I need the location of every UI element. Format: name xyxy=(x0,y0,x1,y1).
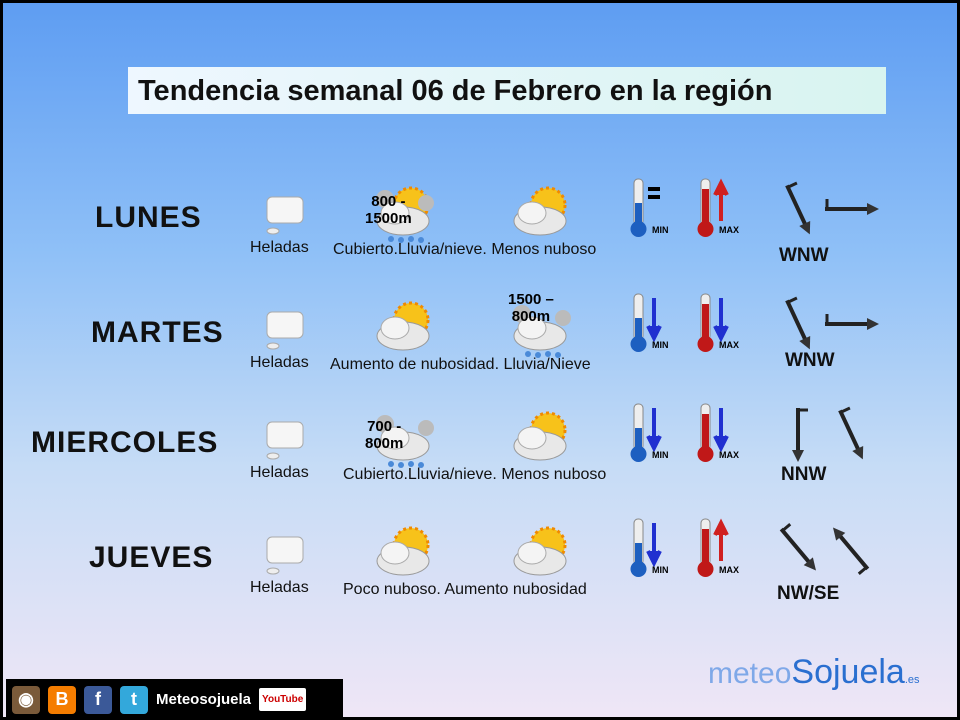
wind-arrow-icon xyxy=(821,179,881,244)
wind-arrow-icon xyxy=(768,519,828,584)
svg-text:MIN: MIN xyxy=(652,225,669,235)
wind-direction: NW/SE xyxy=(777,583,840,604)
wind-direction: NNW xyxy=(781,464,827,485)
social-name: Meteosojuela xyxy=(156,691,252,708)
day-row-jueves: JUEVES Heladas Poco nuboso. Aumento nubo… xyxy=(3,513,960,623)
snow-level: 800 -1500m xyxy=(365,193,412,227)
thermometer-max-icon: MAX xyxy=(695,177,757,244)
wind-direction: WNW xyxy=(779,245,829,266)
thermometer-max-icon: MAX xyxy=(695,402,757,469)
svg-text:MAX: MAX xyxy=(719,340,739,350)
sun-behind-clouds-icon xyxy=(371,298,441,365)
svg-text:MAX: MAX xyxy=(719,565,739,575)
frost-icon xyxy=(261,308,311,357)
day-row-lunes: LUNES Heladas 800 -1500m Cubierto.Lluvia… xyxy=(3,173,960,283)
day-name: MIERCOLES xyxy=(31,426,219,459)
forecast-description: Poco nuboso. Aumento nubosidad xyxy=(343,581,587,598)
twitter-icon[interactable]: t xyxy=(120,685,148,714)
wind-arrow-icon xyxy=(821,404,881,469)
wind-direction: WNW xyxy=(785,350,835,371)
forecast-description: Aumento de nubosidad. Lluvia/Nieve xyxy=(330,356,591,373)
sun-cloud-icon xyxy=(371,523,441,590)
day-name: MARTES xyxy=(91,316,224,349)
social-bar: ◉ B f t Meteosojuela YouTube xyxy=(6,679,343,720)
frost-label: Heladas xyxy=(250,239,309,256)
snow-rain-icon xyxy=(371,408,441,475)
forecast-description: Cubierto.Lluvia/nieve. Menos nuboso xyxy=(333,241,597,258)
facebook-icon[interactable]: f xyxy=(84,685,112,714)
forecast-description: Cubierto.Lluvia/nieve. Menos nuboso xyxy=(343,466,607,483)
day-name: LUNES xyxy=(95,201,202,234)
logo: meteoSojuela.es xyxy=(708,653,920,691)
wind-arrow-icon xyxy=(821,519,881,584)
day-row-miercoles: MIERCOLES Heladas 700 -800m Cubierto.Llu… xyxy=(3,398,960,508)
youtube-icon[interactable]: YouTube xyxy=(259,688,307,711)
wind-arrow-icon xyxy=(768,294,828,359)
frost-icon xyxy=(261,418,311,467)
snow-rain-sun-icon xyxy=(371,183,441,250)
frost-label: Heladas xyxy=(250,354,309,371)
svg-text:MAX: MAX xyxy=(719,225,739,235)
day-row-martes: MARTES Heladas 1500 –800m Aumento de nub… xyxy=(3,288,960,398)
page-title: Tendencia semanal 06 de Febrero en la re… xyxy=(128,67,886,114)
thermometer-min-icon: MIN xyxy=(628,177,690,244)
day-name: JUEVES xyxy=(89,541,214,574)
snow-rain-icon xyxy=(508,298,578,365)
sun-behind-clouds-icon xyxy=(508,408,578,475)
svg-text:MIN: MIN xyxy=(652,565,669,575)
blogger-icon[interactable]: B xyxy=(48,685,76,714)
wind-arrow-icon xyxy=(768,404,828,469)
frost-icon xyxy=(261,193,311,242)
frost-label: Heladas xyxy=(250,579,309,596)
wind-arrow-icon xyxy=(821,294,881,359)
thermometer-max-icon: MAX xyxy=(695,292,757,359)
wind-arrow-icon xyxy=(768,179,828,244)
svg-text:MAX: MAX xyxy=(719,450,739,460)
sun-behind-clouds-icon xyxy=(508,523,578,590)
svg-text:MIN: MIN xyxy=(652,340,669,350)
thermometer-min-icon: MIN xyxy=(628,517,690,584)
sun-behind-clouds-icon xyxy=(508,183,578,250)
instagram-icon[interactable]: ◉ xyxy=(12,685,40,714)
frost-icon xyxy=(261,533,311,582)
snow-level: 1500 –800m xyxy=(508,291,554,325)
snow-level: 700 -800m xyxy=(365,418,404,452)
frost-label: Heladas xyxy=(250,464,309,481)
thermometer-min-icon: MIN xyxy=(628,292,690,359)
thermometer-max-icon: MAX xyxy=(695,517,757,584)
thermometer-min-icon: MIN xyxy=(628,402,690,469)
svg-text:MIN: MIN xyxy=(652,450,669,460)
